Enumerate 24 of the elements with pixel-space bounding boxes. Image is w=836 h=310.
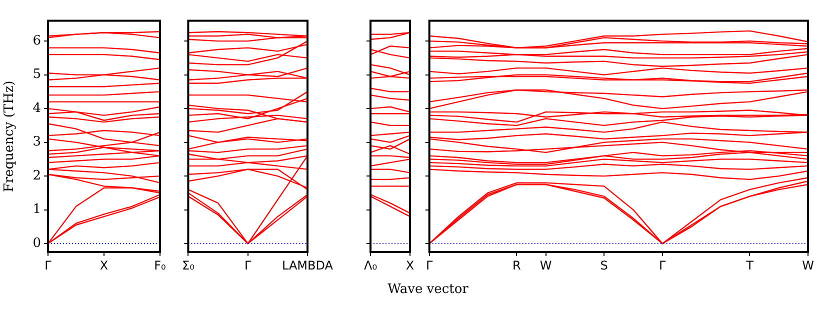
- x-tick-label: X: [100, 258, 108, 272]
- y-tick-label: 0: [32, 236, 41, 251]
- x-tick-label: X: [406, 258, 414, 272]
- y-tick-label: 2: [32, 168, 41, 184]
- x-tick-label: Γ: [426, 258, 433, 272]
- x-tick-label: Λ₀: [364, 258, 378, 272]
- y-axis-title: Frequency (THz): [2, 80, 18, 192]
- x-tick-label: LAMBDA: [282, 258, 334, 272]
- x-tick-label: R: [512, 258, 521, 272]
- x-tick-label: S: [600, 258, 608, 272]
- x-tick-label: Γ: [659, 258, 666, 272]
- x-tick-label: T: [745, 258, 754, 272]
- x-tick-label: Γ: [244, 258, 252, 272]
- y-tick-label: 6: [32, 33, 41, 48]
- x-tick-label: Σ₀: [182, 258, 195, 272]
- x-axis-title: Wave vector: [388, 282, 468, 297]
- x-tick-label: W: [540, 258, 552, 272]
- y-tick-label: 4: [32, 100, 41, 116]
- x-tick-label: Γ: [44, 258, 52, 272]
- y-tick-label: 1: [32, 202, 41, 218]
- y-tick-label: 5: [32, 67, 41, 82]
- y-tick-label: 3: [32, 134, 41, 150]
- x-tick-label: F₀: [154, 258, 166, 272]
- x-tick-label: W: [802, 258, 814, 272]
